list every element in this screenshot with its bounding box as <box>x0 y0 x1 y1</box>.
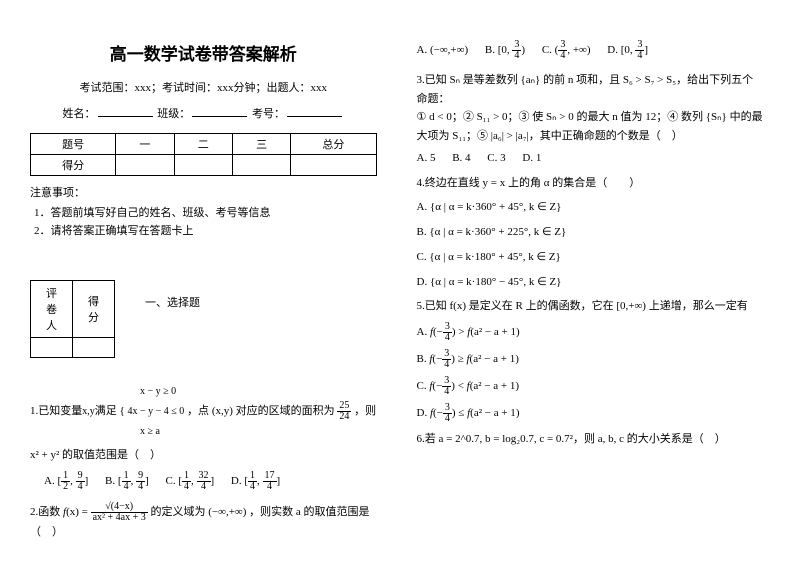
grader-table: 评卷人 得 分 <box>30 280 115 358</box>
notice-title: 注意事项： <box>30 184 377 200</box>
name-blank <box>98 116 153 117</box>
q1-frac: 2524 <box>337 401 351 422</box>
q1-B: B. [14, 94] <box>105 471 149 492</box>
q4-C: C. {α | α = k·180° + 45°, k ∈ Z} <box>417 248 764 267</box>
q4-D: D. {α | α = k·180° − 45°, k ∈ Z} <box>417 273 764 292</box>
examno-blank <box>287 116 342 117</box>
q3-A: A. 5 <box>417 152 436 164</box>
question-1: x − y ≥ 0 1.已知变量x,y满足 { 4x − y − 4 ≤ 0 ，… <box>30 382 377 440</box>
q2-a: 2.函数 <box>30 506 60 518</box>
cell <box>232 155 290 176</box>
class-blank <box>192 116 247 117</box>
q3-C: C. 3 <box>487 152 505 164</box>
q1-c1: x − y ≥ 0 <box>140 386 176 397</box>
q1-C: C. [14, 324] <box>165 471 214 492</box>
q1-e: ，则 <box>354 405 376 417</box>
question-3: 3.已知 Sₙ 是等差数列 {aₙ} 的前 n 项和，且 S₆ > S₇ > S… <box>417 71 764 146</box>
q1-line2: x² + y² 的取值范围是（ ） <box>30 446 377 465</box>
q5-A: A. f(−34) > f(a² − a + 1) <box>417 322 764 343</box>
th-4: 总分 <box>291 134 376 155</box>
left-column: 高一数学试卷带答案解析 考试范围：xxx；考试时间：xxx分钟；出题人：xxx … <box>30 40 377 521</box>
q4-A: A. {α | α = k·360° + 45°, k ∈ Z} <box>417 198 764 217</box>
cell <box>31 338 73 358</box>
q3-stem: 3.已知 Sₙ 是等差数列 {aₙ} 的前 n 项和，且 S₆ > S₇ > S… <box>417 74 754 105</box>
q1-c3: x ≥ a <box>140 426 160 437</box>
q1-a: 1.已知变量 <box>30 405 82 417</box>
examno-label: 考号： <box>252 108 285 120</box>
grader-right: 得 分 <box>73 281 115 338</box>
cell <box>291 155 376 176</box>
section-1-label: 一、选择题 <box>145 294 200 310</box>
q4-B: B. {α | α = k·360° + 225°, k ∈ Z} <box>417 223 764 242</box>
q3-D: D. 1 <box>522 152 541 164</box>
score-table: 题号 一 二 三 总分 得分 <box>30 133 377 176</box>
question-2: 2.函数 f(x) = √(4−x)ax² + 4ax + 3 的定义域为 (−… <box>30 502 377 542</box>
cell <box>73 338 115 358</box>
q2-A: A. (−∞,+∞) <box>417 44 469 56</box>
th-3: 三 <box>232 134 290 155</box>
question-6: 6.若 a = 2^0.7, b = log₂0.7, c = 0.7²，则 a… <box>417 430 764 449</box>
q5-D: D. f(−34) ≤ f(a² − a + 1) <box>417 403 764 424</box>
table-row <box>31 338 115 358</box>
cell <box>116 155 174 176</box>
q2-C: C. (34, +∞) <box>542 40 591 61</box>
exam-meta: 考试范围：xxx；考试时间：xxx分钟；出题人：xxx <box>30 79 377 95</box>
q2-options: A. (−∞,+∞) B. [0, 34) C. (34, +∞) D. [0,… <box>417 40 764 61</box>
q1-b: 满足 <box>95 405 117 417</box>
table-row: 评卷人 得 分 <box>31 281 115 338</box>
row-label: 得分 <box>31 155 116 176</box>
q1-D: D. [14, 174] <box>231 471 280 492</box>
q5-C: C. f(−34) < f(a² − a + 1) <box>417 376 764 397</box>
table-row: 题号 一 二 三 总分 <box>31 134 377 155</box>
name-label: 姓名： <box>63 108 96 120</box>
q1-options: A. [12, 94] B. [14, 94] C. [14, 324] D. … <box>44 471 377 492</box>
cell <box>174 155 232 176</box>
q2-frac: √(4−x)ax² + 4ax + 3 <box>91 502 148 523</box>
notice-1: 1．答题前填写好自己的姓名、班级、考号等信息 <box>34 204 377 220</box>
class-label: 班级： <box>157 108 190 120</box>
student-blanks: 姓名： 班级： 考号： <box>30 105 377 121</box>
question-4: 4.终边在直线 y = x 上的角 α 的集合是（ ） <box>417 174 764 193</box>
page-title: 高一数学试卷带答案解析 <box>30 40 377 65</box>
q2-B: B. [0, 34) <box>485 40 525 61</box>
q1-c: ，点 <box>187 405 209 417</box>
q2-b: 的定义域为 <box>151 506 206 518</box>
table-row: 得分 <box>31 155 377 176</box>
th-2: 二 <box>174 134 232 155</box>
q1-c2: 4x − y − 4 ≤ 0 <box>128 406 185 417</box>
q1-d: 对应的区域的面积为 <box>236 405 335 417</box>
q2-D: D. [0, 34] <box>607 40 648 61</box>
q1-A: A. [12, 94] <box>44 471 88 492</box>
grader-left: 评卷人 <box>31 281 73 338</box>
q3-B: B. 4 <box>452 152 470 164</box>
th-0: 题号 <box>31 134 116 155</box>
q3-items: ① d < 0；② S₁₁ > 0；③ 使 Sₙ > 0 的最大 n 值为 12… <box>417 111 763 142</box>
question-5: 5.已知 f(x) 是定义在 R 上的偶函数，它在 [0,+∞) 上递增，那么一… <box>417 297 764 316</box>
right-column: A. (−∞,+∞) B. [0, 34) C. (34, +∞) D. [0,… <box>417 40 764 521</box>
q5-B: B. f(−34) ≥ f(a² − a + 1) <box>417 349 764 370</box>
q3-options: A. 5 B. 4 C. 3 D. 1 <box>417 152 764 164</box>
th-1: 一 <box>116 134 174 155</box>
notice-2: 2．请将答案正确填写在答题卡上 <box>34 222 377 238</box>
